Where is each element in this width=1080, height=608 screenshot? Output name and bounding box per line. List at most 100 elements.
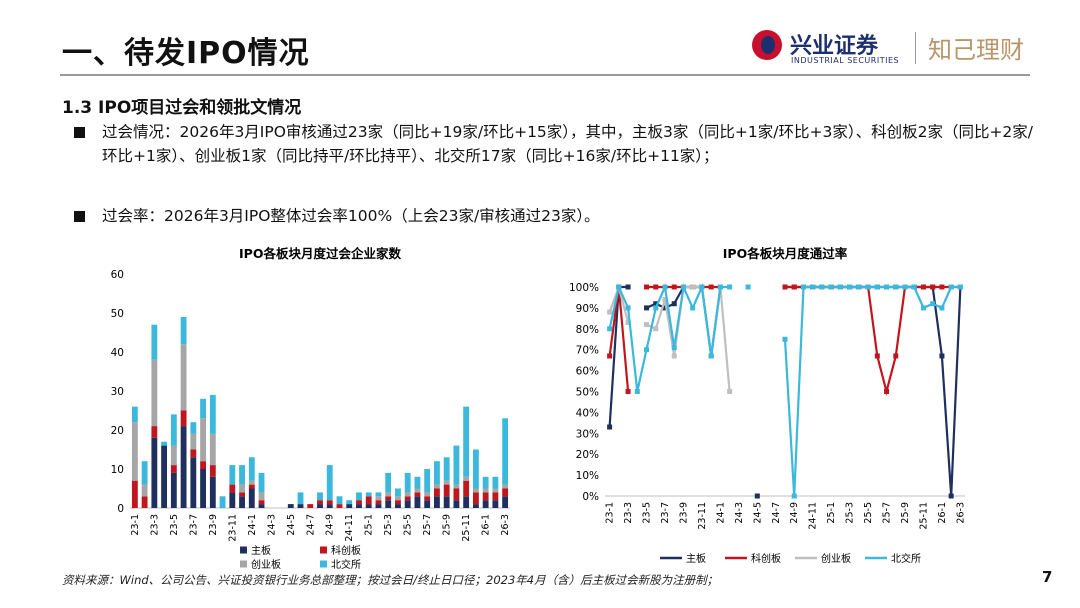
point [607, 424, 613, 430]
x-tick-label: 26-1 [937, 502, 948, 524]
bar-segment [131, 480, 138, 508]
point [800, 284, 806, 290]
bar-segment [170, 465, 177, 473]
bar-segment [404, 500, 411, 508]
bar-segment [404, 472, 411, 493]
point [671, 345, 677, 351]
x-tick-label: 25-11 [461, 514, 472, 542]
bar-segment [239, 484, 245, 493]
bar-segment [161, 441, 168, 446]
point [699, 284, 705, 290]
x-tick-label: 24-7 [305, 514, 316, 536]
x-tick-label: 25-3 [845, 502, 856, 524]
bar-segment [170, 445, 177, 466]
legend-label: 主板 [686, 552, 706, 565]
point [782, 336, 788, 342]
slide-title: 一、待发IPO情况 [62, 36, 310, 71]
bullet: 过会率：2026年3月IPO整体过会率100%（上会23家/审核通过23家）。 [74, 204, 1034, 228]
bar-segment [151, 437, 158, 508]
x-tick-label: 24-11 [344, 514, 355, 542]
bar-segment [346, 504, 353, 508]
bar-segment [443, 484, 450, 497]
x-tick-label: 23-11 [697, 502, 708, 530]
bar-chart: IPO各板块月度过会企业家数 0 10 20 30 40 50 60 23-1 23-3 23-5 2… [111, 246, 512, 570]
y-tick-label: 60% [576, 366, 599, 378]
bar-segment [463, 480, 470, 497]
line [608, 285, 962, 497]
section-heading: 1.3 IPO项目过会和领批文情况 [62, 98, 302, 118]
bar-segment [190, 422, 197, 434]
y-tick-label: 0 [117, 503, 124, 515]
point [874, 284, 880, 290]
point [644, 305, 650, 311]
x-tick-label: 24-5 [286, 514, 297, 536]
point [791, 493, 797, 499]
bar-segment [180, 410, 187, 427]
x-tick-label: 25-7 [422, 514, 433, 536]
point [939, 284, 945, 290]
point [754, 493, 760, 499]
x-tick-label: 24-1 [715, 502, 726, 524]
bar-segment [248, 457, 255, 481]
y-tick-label: 30% [576, 428, 599, 440]
point [948, 493, 954, 499]
point [625, 305, 631, 311]
legend-swatch [240, 546, 247, 554]
legend-swatch [240, 560, 247, 568]
x-tick-label: 25-3 [383, 514, 394, 536]
bar-segment [307, 504, 314, 508]
bar-segment [326, 504, 333, 508]
point [791, 284, 797, 290]
bar-segment [248, 480, 255, 485]
point [810, 284, 816, 290]
y-tick-label: 90% [576, 303, 599, 315]
point [671, 284, 677, 290]
point [690, 284, 696, 290]
point [653, 326, 659, 332]
legend-label: 北交所 [331, 558, 361, 570]
point [920, 305, 926, 311]
bar-segment [248, 488, 255, 508]
point [653, 284, 659, 290]
y-tick-label: 40 [111, 347, 124, 359]
x-tick-label: 26-3 [500, 514, 511, 536]
legend-label: 科创板 [751, 552, 781, 565]
bar-segment [424, 492, 431, 497]
point [671, 301, 677, 307]
legend-swatch [320, 560, 327, 568]
bar-segment [414, 476, 421, 489]
bar-segment [492, 476, 499, 489]
bar-segment [434, 461, 440, 485]
bar-segment [317, 504, 323, 508]
bar-segment [200, 461, 206, 469]
point [884, 284, 890, 290]
point [939, 305, 945, 311]
point [957, 284, 963, 290]
bar-segment [385, 500, 392, 508]
x-tick-label: 23-3 [149, 514, 160, 536]
bar-segment [209, 465, 216, 477]
y-tick-label: 20% [576, 449, 599, 461]
bar-segment [472, 492, 479, 505]
bar-segment [151, 426, 158, 438]
x-tick-label: 23-5 [642, 502, 653, 524]
bar-segment [258, 504, 265, 508]
point [662, 297, 668, 303]
x-tick-label: 26-1 [481, 514, 492, 536]
bar-segment [209, 476, 216, 508]
bar-segment [385, 496, 392, 501]
point [644, 347, 650, 353]
legend-label: 北交所 [891, 552, 921, 565]
x-tick-label: 23-9 [208, 514, 219, 536]
point [902, 284, 908, 290]
bar-segment [317, 492, 323, 501]
bar-segment [395, 504, 401, 508]
x-tick-label: 25-9 [442, 514, 453, 536]
point [930, 284, 936, 290]
bar-segment [170, 414, 177, 446]
y-tick-label: 70% [576, 345, 599, 357]
bar-segment [463, 476, 470, 481]
point [930, 301, 936, 307]
bar-segment [472, 488, 479, 493]
bar-segment [248, 484, 255, 489]
